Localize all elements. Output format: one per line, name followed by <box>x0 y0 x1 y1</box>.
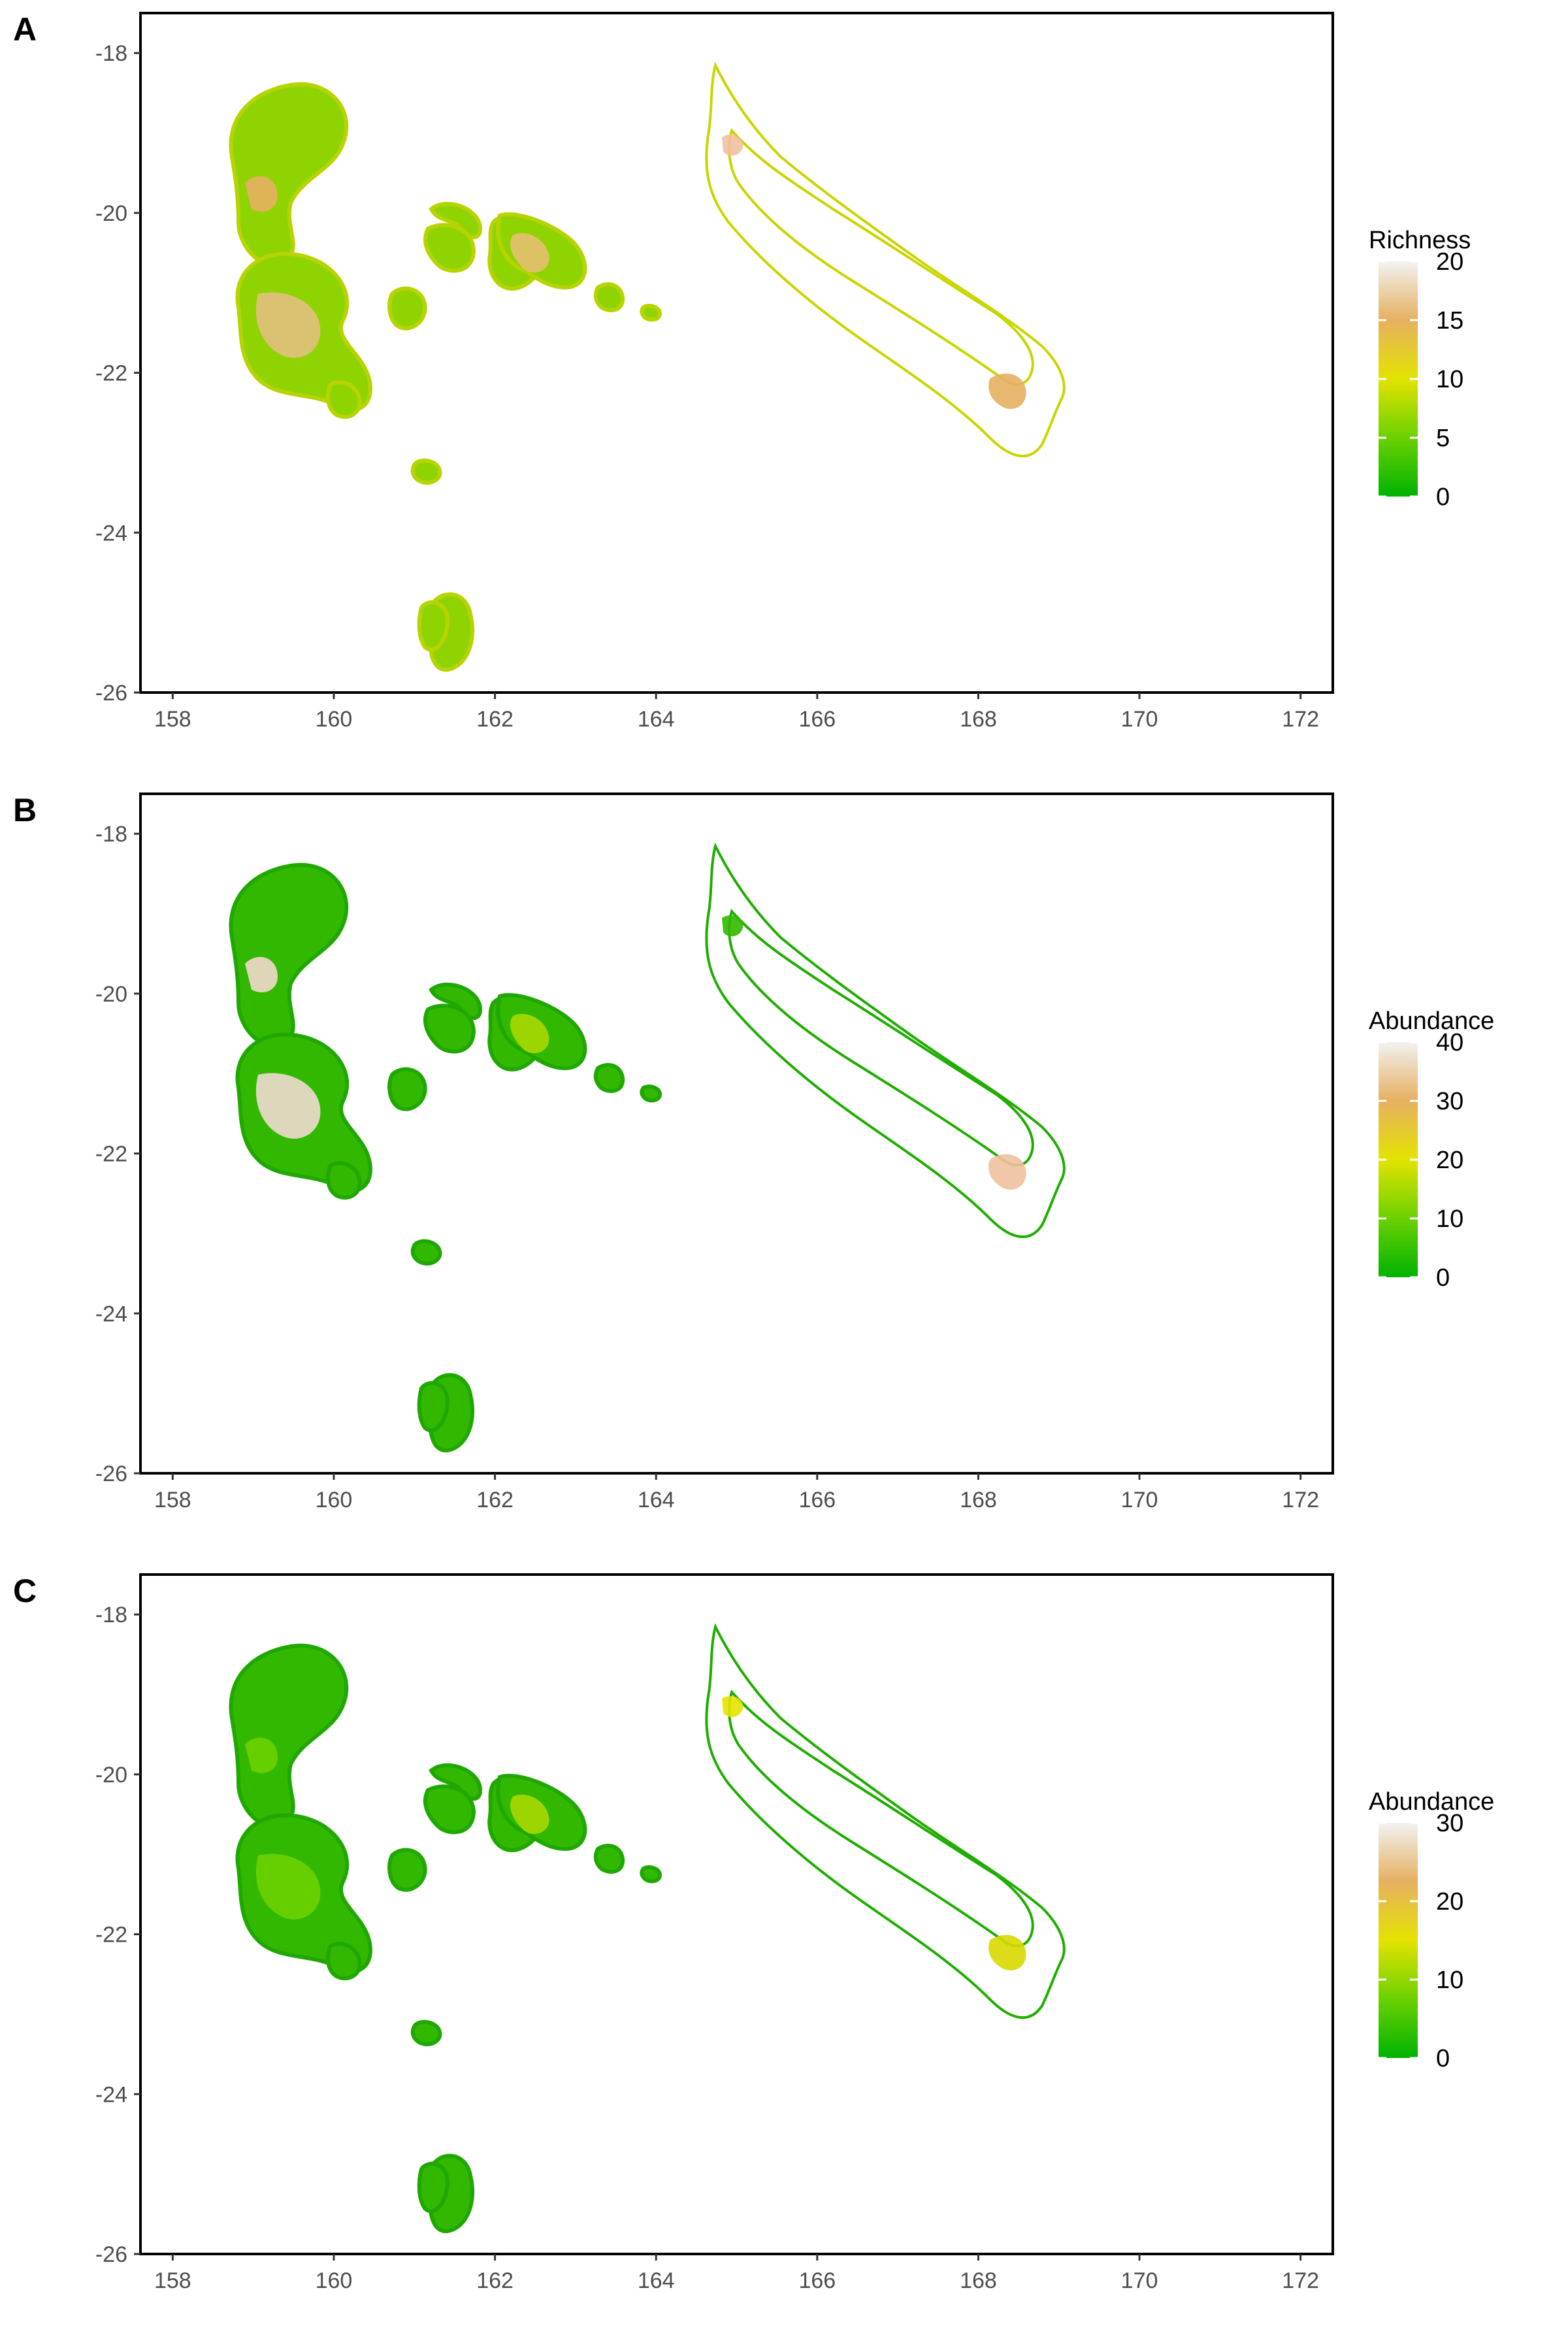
legend-tick-label: 30 <box>1436 1810 1463 1837</box>
y-tick-label: -26 <box>95 1462 127 1486</box>
x-tick-label: 164 <box>638 1488 675 1512</box>
map-panel-b: B 158 160 162 164 166 168 170 172 -18 -20 -22 -24 -26… <box>13 792 1494 1512</box>
legend-tick-label: 0 <box>1436 2045 1450 2072</box>
x-tick-label: 162 <box>476 2268 514 2293</box>
x-tick-label: 166 <box>798 707 836 732</box>
x-tick-label: 172 <box>1282 2268 1319 2293</box>
x-tick-label: 172 <box>1282 707 1319 732</box>
value-patch <box>245 176 278 212</box>
x-tick-label: 168 <box>960 1488 997 1512</box>
y-tick-label: -26 <box>95 681 127 706</box>
value-patch <box>988 1935 1026 1970</box>
x-tick-label: 160 <box>316 707 353 732</box>
x-tick-label: 170 <box>1121 2268 1158 2293</box>
x-tick-label: 158 <box>154 707 191 732</box>
x-tick-label: 160 <box>316 2268 353 2293</box>
x-tick-label: 164 <box>638 707 675 732</box>
legend-tick-label: 10 <box>1436 366 1463 393</box>
value-patch <box>988 1154 1026 1190</box>
x-tick-label: 158 <box>154 1488 191 1512</box>
legend-tick-label: 20 <box>1436 1147 1463 1174</box>
x-tick-label: 158 <box>154 2268 191 2293</box>
value-patch <box>510 233 549 273</box>
legend-tick-label: 40 <box>1436 1029 1463 1056</box>
y-tick-label: -22 <box>95 361 127 386</box>
value-patch <box>510 1794 549 1835</box>
panel-label: C <box>13 1573 37 1609</box>
y-tick-label: -20 <box>95 982 127 1007</box>
legend-title: Abundance <box>1369 1007 1494 1035</box>
value-patch <box>510 1013 549 1054</box>
value-patch <box>988 373 1026 409</box>
x-tick-label: 170 <box>1121 1488 1158 1512</box>
legend-tick-label: 20 <box>1436 248 1463 276</box>
value-patch <box>245 1737 278 1773</box>
plot-frame <box>139 12 1334 694</box>
island-shapes <box>231 1646 660 2231</box>
x-tick-label: 166 <box>798 2268 836 2293</box>
y-tick-label: -18 <box>95 822 127 847</box>
legend-tick-label: 0 <box>1436 483 1450 511</box>
value-patch <box>722 134 743 156</box>
legend-tick-label: 10 <box>1436 1967 1463 1994</box>
x-tick-label: 168 <box>960 2268 997 2293</box>
x-tick-label: 162 <box>476 707 514 732</box>
island-shapes <box>231 84 660 670</box>
value-patch <box>255 1073 321 1139</box>
y-tick-label: -20 <box>95 1763 127 1788</box>
x-tick-label: 162 <box>476 1488 514 1512</box>
x-tick-label: 170 <box>1121 707 1158 732</box>
map-area <box>231 845 1066 1450</box>
value-patch <box>722 915 743 937</box>
y-tick-label: -24 <box>95 1301 127 1326</box>
panel-label: B <box>13 792 37 828</box>
y-tick-label: -18 <box>95 1603 127 1627</box>
map-panel-c: C 158 160 162 164 166 168 170 172 -18 -20 -22 -24 -26… <box>13 1573 1494 2293</box>
x-tick-label: 168 <box>960 707 997 732</box>
legend-tick-label: 10 <box>1436 1205 1463 1233</box>
y-tick-label: -24 <box>95 521 127 546</box>
legend-colorbar <box>1379 1823 1418 2058</box>
island-shapes <box>231 865 660 1450</box>
legend-tick-label: 0 <box>1436 1264 1450 1292</box>
x-tick-label: 160 <box>316 1488 353 1512</box>
legend-tick-label: 15 <box>1436 307 1463 335</box>
y-tick-label: -26 <box>95 2242 127 2267</box>
value-patch <box>245 956 278 992</box>
panel-label: A <box>13 11 37 48</box>
x-tick-label: 164 <box>638 2268 675 2293</box>
plot-frame <box>139 792 1334 1475</box>
legend-tick-label: 20 <box>1436 1888 1463 1916</box>
value-patch <box>255 1854 321 1919</box>
map-area <box>231 64 1066 670</box>
legend-tick-label: 30 <box>1436 1088 1463 1115</box>
x-tick-label: 166 <box>798 1488 836 1512</box>
legend-title: Abundance <box>1369 1788 1494 1816</box>
y-tick-label: -22 <box>95 1923 127 1948</box>
value-patch <box>722 1695 743 1718</box>
plot-frame <box>139 1573 1334 2255</box>
legend-tick-label: 5 <box>1436 425 1450 452</box>
y-tick-label: -24 <box>95 2082 127 2107</box>
value-patch <box>255 292 321 358</box>
x-tick-label: 172 <box>1282 1488 1319 1512</box>
y-tick-label: -22 <box>95 1142 127 1167</box>
map-area <box>231 1625 1066 2231</box>
y-tick-label: -18 <box>95 41 127 66</box>
map-panel-a: A 158 160 162 164 166 168 170 172 -18 -20 -22 -24 -26… <box>13 11 1471 732</box>
y-tick-label: -20 <box>95 201 127 226</box>
legend-title: Richness <box>1369 227 1471 254</box>
